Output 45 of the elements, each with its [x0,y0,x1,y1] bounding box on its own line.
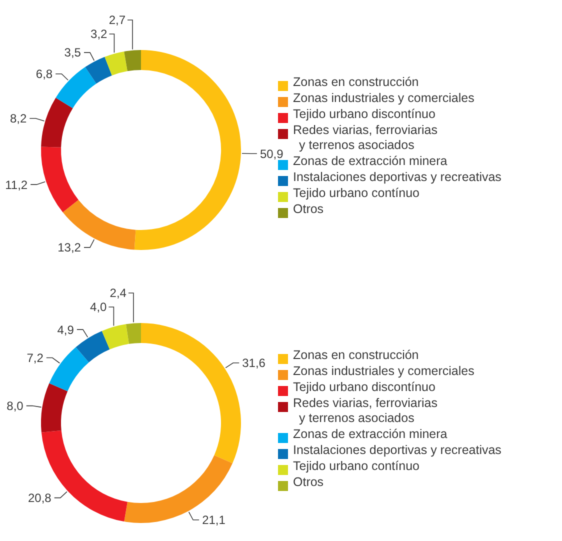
data-label: 8,2 [10,112,27,126]
donut-slice [141,323,241,464]
data-label: 8,0 [6,398,24,413]
donut-slice [126,323,141,344]
legend-label: Zonas industriales y comerciales [293,91,474,105]
data-label: 4,0 [90,300,108,314]
donut-slice [85,56,112,84]
donut-slice [49,347,89,392]
legend-label: Redes viarias, ferroviarias y terrenos asociados [293,123,438,152]
data-label: 2,4 [110,286,127,300]
donut-slice [76,330,110,362]
data-label: 3,2 [90,27,108,42]
legend-label: Redes viarias, ferroviarias y terrenos asociados [293,396,438,425]
legend-label: Zonas de extracción minera [293,154,448,168]
data-label: 13,2 [58,240,82,255]
data-label: 20,8 [28,490,52,505]
legend-label: Tejido urbano discontínuo [293,380,436,394]
legend-label: Otros [293,475,324,489]
data-label: 3,5 [64,46,82,60]
legend-label: Tejido urbano contínuo [293,459,420,473]
data-label: 2,7 [108,13,126,28]
data-label: 21,1 [202,513,226,528]
donut-slice [56,67,96,108]
data-label: 31,6 [242,356,266,370]
data-label: 6,8 [36,67,53,82]
legend-label: Zonas en construcción [293,75,419,89]
legend-label: Tejido urbano contínuo [293,186,420,200]
donut-slice [41,98,73,148]
donut-slice [124,50,141,72]
legend-label: Tejido urbano discontínuo [293,107,436,121]
legend-label: Zonas industriales y comerciales [293,364,474,378]
data-label: 50,9 [260,146,284,161]
legend-label: Zonas en construcción [293,348,419,362]
legend-label: Otros [293,202,324,216]
legend-label: Instalaciones deportivas y recreativas [293,443,502,457]
data-label: 11,2 [5,178,28,192]
donut-slice [41,383,68,432]
donut-slice [104,51,128,76]
donut-slice [102,324,129,350]
legend-label: Zonas de extracción minera [293,427,448,441]
data-label: 7,2 [26,350,44,365]
donut-slice [134,50,241,250]
donut-slice [41,146,78,212]
data-label: 4,9 [57,322,74,337]
legend-label: Instalaciones deportivas y recreativas [293,170,502,184]
